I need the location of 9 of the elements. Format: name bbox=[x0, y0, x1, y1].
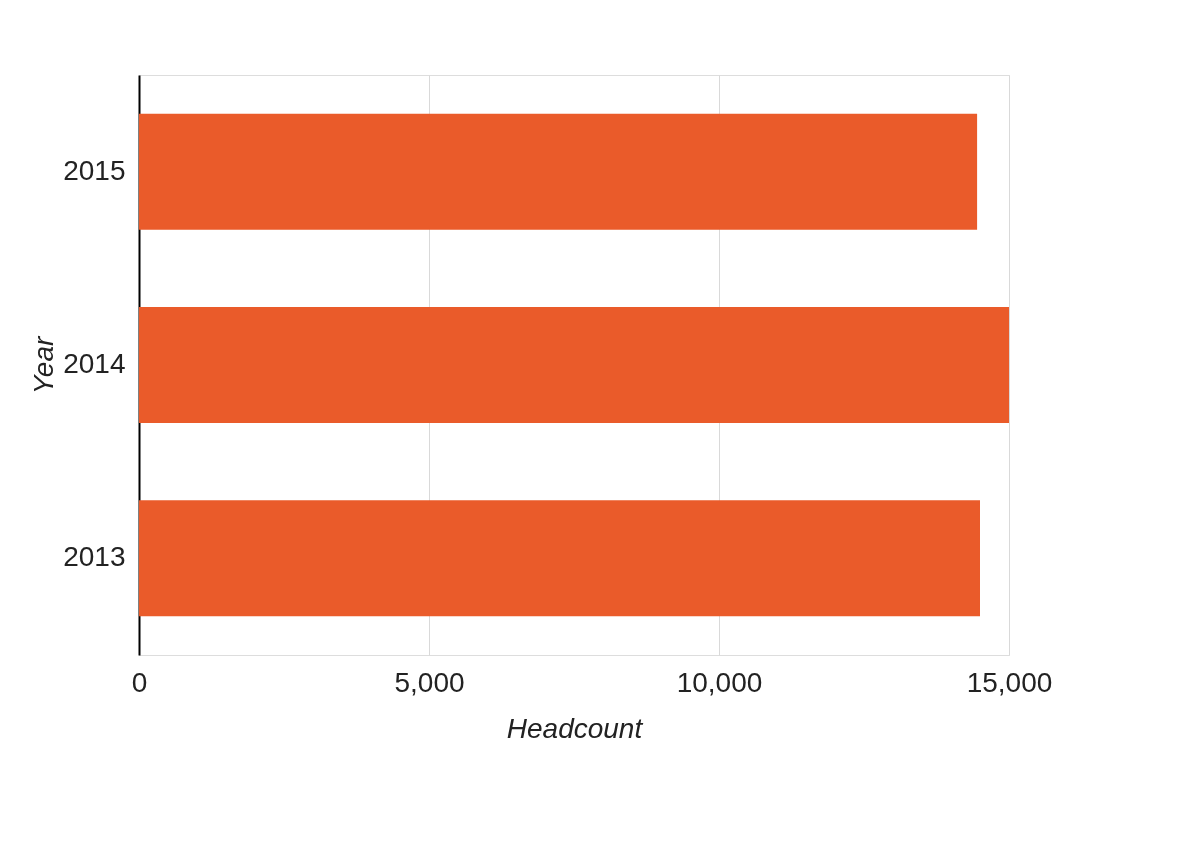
x-tick-label: 10,000 bbox=[676, 666, 763, 698]
y-axis-title: Year bbox=[28, 335, 60, 395]
y-tick-label: 2014 bbox=[63, 348, 126, 379]
x-tick-label: 15,000 bbox=[966, 666, 1053, 698]
y-tick-label: 2013 bbox=[63, 541, 126, 573]
x-tick-label: 0 bbox=[131, 666, 148, 698]
x-axis-title: Headcount bbox=[506, 712, 644, 744]
y-tick-label: 2015 bbox=[63, 154, 126, 186]
x-tick-label: 5,000 bbox=[394, 666, 465, 698]
